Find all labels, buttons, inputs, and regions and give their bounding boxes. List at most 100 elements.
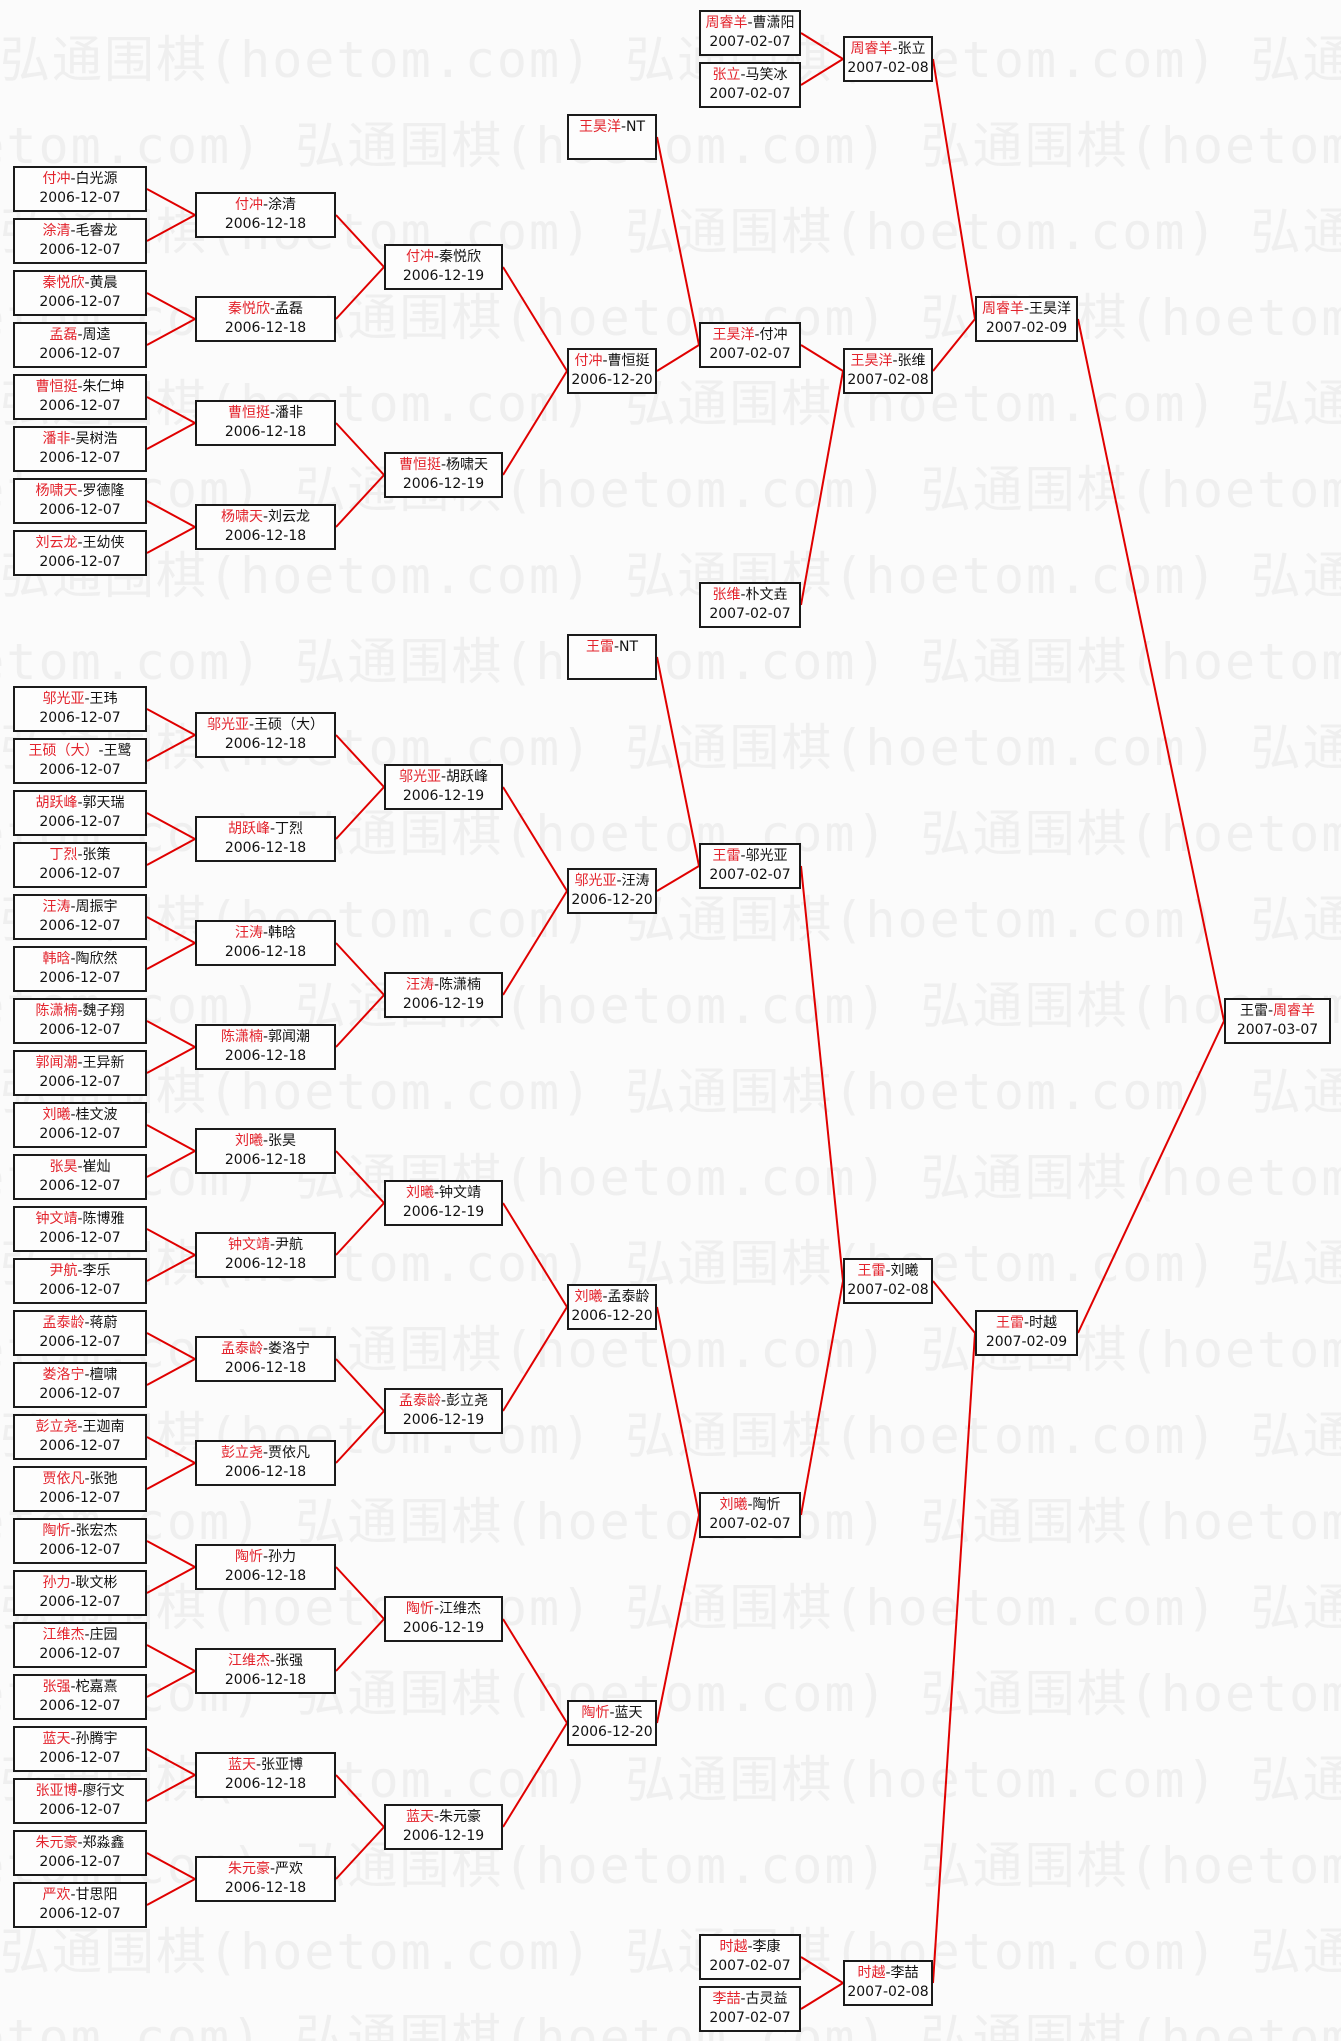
match-box[interactable]: 王雷-周睿羊 2007-03-07 [1224, 998, 1331, 1044]
match-box[interactable]: 郭闻潮-王异新 2006-12-07 [13, 1050, 147, 1096]
match-date: 2006-12-07 [39, 1646, 121, 1662]
match-box[interactable]: 孟泰龄-彭立尧 2006-12-19 [384, 1388, 503, 1434]
match-box[interactable]: 孙力-耿文彬 2006-12-07 [13, 1570, 147, 1616]
separator: - [433, 1809, 440, 1825]
match-box[interactable]: 刘曦-张昊 2006-12-18 [195, 1128, 336, 1174]
match-date: 2006-12-19 [402, 1828, 485, 1844]
match-box[interactable]: 王硕（大）-王鹭 2006-12-07 [13, 738, 147, 784]
match-box[interactable]: 张亚博-廖行文 2006-12-07 [13, 1778, 147, 1824]
match-box[interactable]: 江维杰-张强 2006-12-18 [195, 1648, 336, 1694]
match-date: 2006-12-19 [402, 268, 485, 284]
match-box[interactable]: 陈潇楠-郭闻潮 2006-12-18 [195, 1024, 336, 1070]
match-box[interactable]: 邬光亚-胡跃峰 2006-12-19 [384, 764, 503, 810]
match-box[interactable]: 邬光亚-汪涛 2006-12-20 [567, 868, 657, 914]
player-2: 朴文垚 [745, 587, 788, 603]
match-box[interactable]: 时越-李康 2007-02-07 [699, 1934, 801, 1980]
match-box[interactable]: 蓝天-朱元豪 2006-12-19 [384, 1804, 503, 1850]
match-box[interactable]: 王雷-时越 2007-02-09 [975, 1310, 1078, 1356]
match-box[interactable]: 丁烈-张策 2006-12-07 [13, 842, 147, 888]
match-box[interactable]: 彭立尧-贾依凡 2006-12-18 [195, 1440, 336, 1486]
match-box[interactable]: 曹恒挺-杨啸天 2006-12-19 [384, 452, 503, 498]
match-box[interactable]: 付冲-曹恒挺 2006-12-20 [567, 348, 657, 394]
player-1: 刘曦 [42, 1107, 71, 1123]
match-box[interactable]: 周睿羊-张立 2007-02-08 [843, 36, 933, 82]
match-date: 2006-12-19 [402, 1204, 485, 1220]
connector-line [146, 1046, 196, 1074]
match-box[interactable]: 曹恒挺-朱仁坤 2006-12-07 [13, 374, 147, 420]
match-box[interactable]: 张维-朴文垚 2007-02-07 [699, 582, 801, 628]
match-box[interactable]: 付冲-涂清 2006-12-18 [195, 192, 336, 238]
match-box[interactable]: 秦悦欣-黄晨 2006-12-07 [13, 270, 147, 316]
match-box[interactable]: 孟泰龄-娄洛宁 2006-12-18 [195, 1336, 336, 1382]
match-box[interactable]: 邬光亚-王硕（大） 2006-12-18 [195, 712, 336, 758]
match-box[interactable]: 付冲-白光源 2006-12-07 [13, 166, 147, 212]
match-box[interactable]: 王昊洋-NT [567, 114, 657, 160]
separator: - [747, 1939, 753, 1955]
match-date: 2006-12-18 [224, 1672, 307, 1688]
match-date: 2006-12-07 [39, 1386, 121, 1402]
match-date: 2006-12-18 [224, 424, 307, 440]
match-box[interactable]: 刘曦-孟泰龄 2006-12-20 [567, 1284, 657, 1330]
match-box[interactable]: 朱元豪-郑淼鑫 2006-12-07 [13, 1830, 147, 1876]
match-box[interactable]: 汪涛-周振宇 2006-12-07 [13, 894, 147, 940]
match-box[interactable]: 时越-李喆 2007-02-08 [843, 1960, 933, 2006]
match-box[interactable]: 汪涛-陈潇楠 2006-12-19 [384, 972, 503, 1018]
match-box[interactable]: 朱元豪-严欢 2006-12-18 [195, 1856, 336, 1902]
separator: - [740, 67, 746, 83]
match-box[interactable]: 韩晗-陶欣然 2006-12-07 [13, 946, 147, 992]
match-box[interactable]: 严欢-甘思阳 2006-12-07 [13, 1882, 147, 1928]
match-box[interactable]: 孟泰龄-蒋蔚 2006-12-07 [13, 1310, 147, 1356]
match-date: 2006-12-07 [39, 1854, 121, 1870]
match-box[interactable]: 张强-柁嘉熹 2006-12-07 [13, 1674, 147, 1720]
match-box[interactable]: 王雷-邬光亚 2007-02-07 [699, 843, 801, 889]
match-box[interactable]: 彭立尧-王迦南 2006-12-07 [13, 1414, 147, 1460]
match-box[interactable]: 刘曦-陶忻 2007-02-07 [699, 1492, 801, 1538]
connector-line [146, 422, 196, 450]
match-box[interactable]: 陈潇楠-魏子翔 2006-12-07 [13, 998, 147, 1044]
match-box[interactable]: 王雷-NT [567, 634, 657, 680]
match-box[interactable]: 陶忻-张宏杰 2006-12-07 [13, 1518, 147, 1564]
match-box[interactable]: 蓝天-孙腾宇 2006-12-07 [13, 1726, 147, 1772]
match-box[interactable]: 王雷-刘曦 2007-02-08 [843, 1258, 933, 1304]
match-box[interactable]: 胡跃峰-丁烈 2006-12-18 [195, 816, 336, 862]
match-box[interactable]: 张立-马笑冰 2007-02-07 [699, 62, 801, 108]
match-box[interactable]: 陶忻-蓝天 2006-12-20 [567, 1700, 657, 1746]
match-box[interactable]: 娄洛宁-檀啸 2006-12-07 [13, 1362, 147, 1408]
match-box[interactable]: 李喆-古灵益 2007-02-07 [699, 1986, 801, 2032]
match-box[interactable]: 张昊-崔灿 2006-12-07 [13, 1154, 147, 1200]
player-1: 陈潇楠 [35, 1003, 78, 1019]
match-box[interactable]: 邬光亚-王玮 2006-12-07 [13, 686, 147, 732]
player-2: 王昊洋 [1029, 301, 1072, 317]
match-box[interactable]: 陶忻-江维杰 2006-12-19 [384, 1596, 503, 1642]
match-box[interactable]: 胡跃峰-郭天瑞 2006-12-07 [13, 790, 147, 836]
match-box[interactable]: 杨啸天-刘云龙 2006-12-18 [195, 504, 336, 550]
match-box[interactable]: 杨啸天-罗德隆 2006-12-07 [13, 478, 147, 524]
player-1: 王雷 [585, 639, 614, 655]
match-box[interactable]: 周睿羊-王昊洋 2007-02-09 [975, 296, 1078, 342]
match-date: 2006-12-18 [224, 840, 307, 856]
match-box[interactable]: 钟文靖-尹航 2006-12-18 [195, 1232, 336, 1278]
match-box[interactable]: 钟文靖-陈博雅 2006-12-07 [13, 1206, 147, 1252]
match-box[interactable]: 陶忻-孙力 2006-12-18 [195, 1544, 336, 1590]
player-1: 蓝天 [42, 1731, 71, 1747]
match-box[interactable]: 尹航-李乐 2006-12-07 [13, 1258, 147, 1304]
match-date: 2006-12-19 [402, 1412, 485, 1428]
match-box[interactable]: 贾依凡-张弛 2006-12-07 [13, 1466, 147, 1512]
match-box[interactable]: 江维杰-庄园 2006-12-07 [13, 1622, 147, 1668]
match-box[interactable]: 汪涛-韩晗 2006-12-18 [195, 920, 336, 966]
match-box[interactable]: 涂清-毛睿龙 2006-12-07 [13, 218, 147, 264]
match-box[interactable]: 潘非-吴树浩 2006-12-07 [13, 426, 147, 472]
match-box[interactable]: 王昊洋-张维 2007-02-08 [843, 348, 933, 394]
match-box[interactable]: 曹恒挺-潘非 2006-12-18 [195, 400, 336, 446]
match-box[interactable]: 孟磊-周逵 2006-12-07 [13, 322, 147, 368]
match-box[interactable]: 付冲-秦悦欣 2006-12-19 [384, 244, 503, 290]
match-box[interactable]: 周睿羊-曹潇阳 2007-02-07 [699, 10, 801, 56]
player-1: 刘曦 [405, 1185, 434, 1201]
match-box[interactable]: 王昊洋-付冲 2007-02-07 [699, 322, 801, 368]
match-box[interactable]: 刘曦-钟文靖 2006-12-19 [384, 1180, 503, 1226]
match-box[interactable]: 刘曦-桂文波 2006-12-07 [13, 1102, 147, 1148]
match-box[interactable]: 秦悦欣-孟磊 2006-12-18 [195, 296, 336, 342]
connector-line [656, 1514, 700, 1724]
match-box[interactable]: 刘云龙-王幼侠 2006-12-07 [13, 530, 147, 576]
match-box[interactable]: 蓝天-张亚博 2006-12-18 [195, 1752, 336, 1798]
